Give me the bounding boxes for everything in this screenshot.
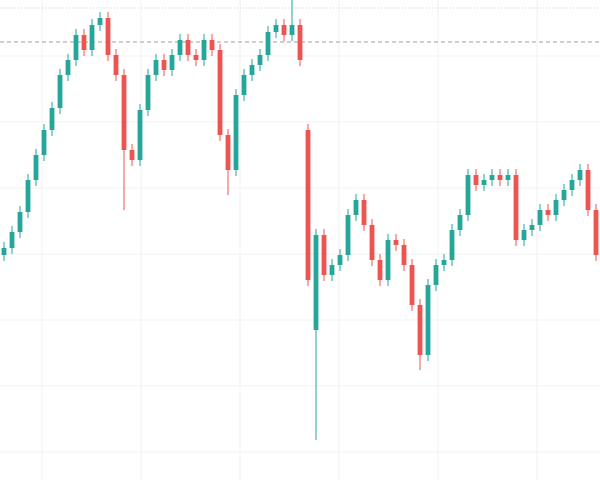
candle-body	[577, 170, 583, 180]
candle-body	[17, 212, 23, 232]
candle-body	[145, 75, 151, 110]
candle-body	[41, 130, 47, 155]
candle-body	[537, 210, 543, 225]
candle-body	[225, 135, 231, 170]
candle-body	[465, 175, 471, 215]
candle-body	[129, 150, 135, 160]
candle-body	[241, 75, 247, 95]
candle-body	[249, 65, 255, 75]
candle-body	[113, 55, 119, 75]
candle-body	[433, 265, 439, 285]
candle-body	[489, 175, 495, 180]
candle-body	[585, 170, 591, 210]
candle-body	[33, 155, 39, 180]
candle-body	[273, 25, 279, 32]
candle-body	[401, 245, 407, 265]
candle-body	[105, 18, 111, 55]
candle-body	[281, 25, 287, 35]
candle-body	[441, 260, 447, 265]
candle-body	[497, 175, 503, 180]
candle-body	[457, 215, 463, 230]
candle-body	[1, 248, 7, 255]
candle-body	[369, 225, 375, 260]
candle-body	[329, 265, 335, 275]
candle-body	[161, 60, 167, 70]
candle-body	[89, 25, 95, 50]
candle-body	[201, 40, 207, 60]
candle-body	[545, 210, 551, 215]
candle-body	[385, 240, 391, 280]
candle-body	[257, 55, 263, 65]
candle-body	[25, 180, 31, 212]
candle-body	[593, 210, 599, 255]
candle-body	[377, 260, 383, 280]
candle-body	[337, 255, 343, 265]
candle-body	[49, 108, 55, 130]
candle-body	[425, 285, 431, 355]
candle-body	[473, 175, 479, 185]
candle-body	[409, 265, 415, 305]
candle-body	[65, 60, 71, 75]
candle-body	[193, 55, 199, 60]
candle-body	[137, 110, 143, 160]
candle-body	[529, 225, 535, 230]
candle-body	[97, 18, 103, 25]
candle-body	[121, 75, 127, 150]
candle-body	[73, 35, 79, 60]
candle-body	[177, 40, 183, 55]
candle-body	[265, 32, 271, 55]
candle-body	[393, 240, 399, 245]
candle-body	[561, 190, 567, 200]
candle-body	[185, 40, 191, 55]
candle-body	[481, 180, 487, 185]
candle-body	[209, 40, 215, 50]
candle-body	[449, 230, 455, 260]
candle-body	[417, 305, 423, 355]
candle-body	[569, 180, 575, 190]
candle-body	[321, 235, 327, 275]
candle-body	[81, 35, 87, 50]
candle-body	[169, 55, 175, 70]
candle-body	[297, 25, 303, 60]
candle-body	[553, 200, 559, 215]
candle-body	[521, 230, 527, 240]
candle-body	[353, 200, 359, 215]
candle-body	[9, 232, 15, 248]
candle-body	[153, 60, 159, 75]
candle-body	[513, 175, 519, 240]
candle-body	[233, 95, 239, 170]
candle-body	[505, 175, 511, 180]
candle-body	[57, 75, 63, 108]
candle-body	[313, 235, 319, 330]
candle-body	[217, 50, 223, 135]
candle-body	[345, 215, 351, 255]
candle-body	[305, 130, 311, 280]
candle-body	[361, 200, 367, 225]
candle-body	[289, 25, 295, 35]
